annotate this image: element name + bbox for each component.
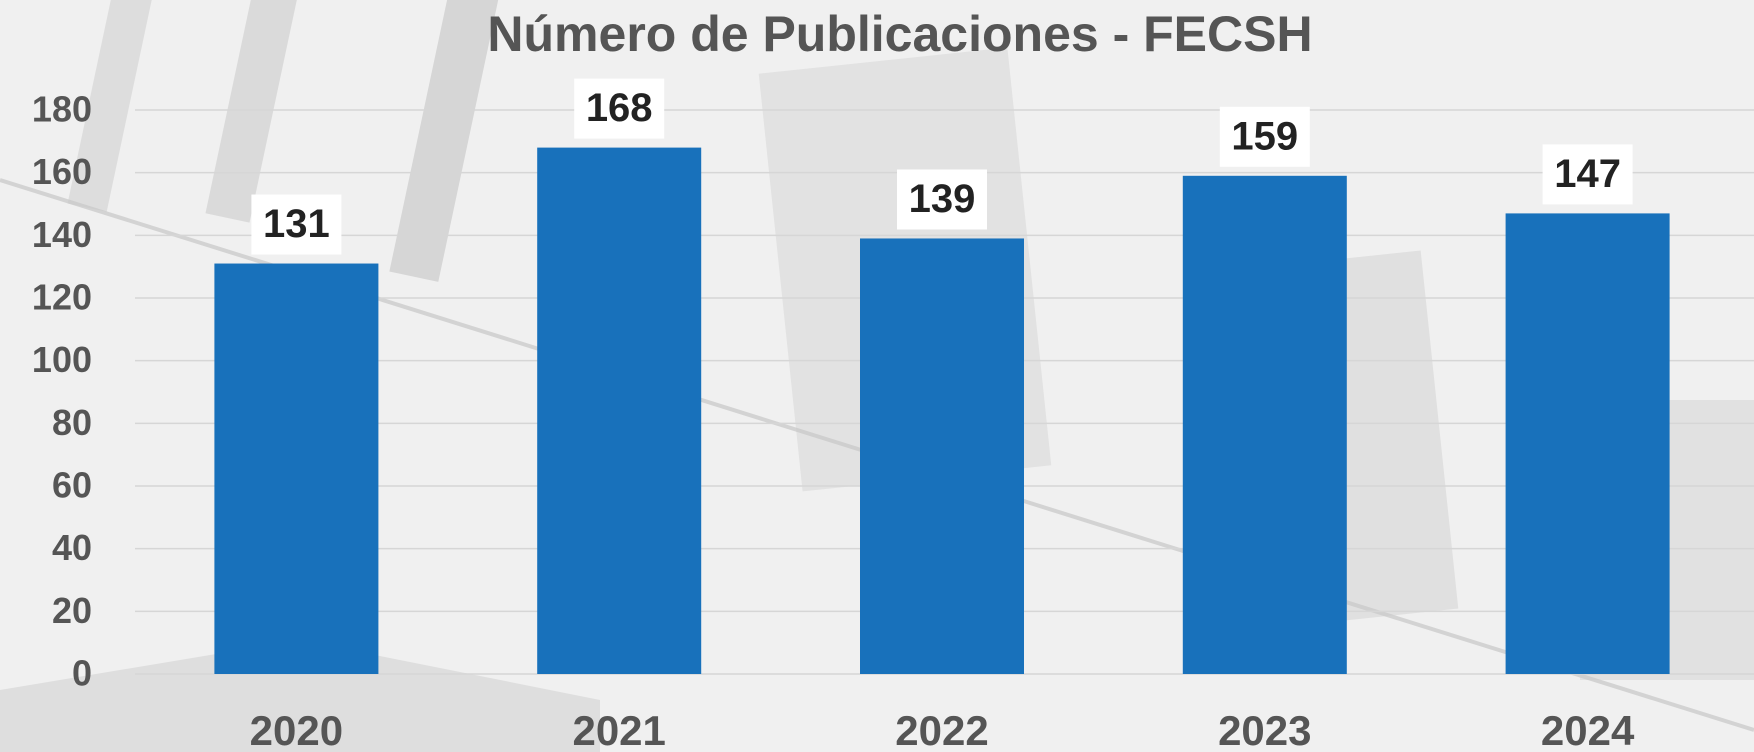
y-tick-label: 20 <box>52 590 92 631</box>
bar <box>860 238 1024 674</box>
data-label: 131 <box>263 202 330 246</box>
bar <box>537 147 702 675</box>
y-tick-label: 80 <box>52 402 92 443</box>
y-tick-label: 160 <box>32 151 92 192</box>
y-tick-label: 40 <box>52 527 92 568</box>
x-tick-label: 2021 <box>572 707 665 752</box>
x-tick-label: 2020 <box>250 707 343 752</box>
data-label-box <box>251 194 342 255</box>
y-tick-label: 120 <box>32 277 92 318</box>
y-tick-label: 100 <box>32 339 92 380</box>
x-tick-label: 2023 <box>1218 707 1311 752</box>
data-label-box <box>1219 106 1310 167</box>
bar <box>1182 175 1347 675</box>
chart-title: Número de Publicaciones - FECSH <box>487 6 1312 62</box>
data-label: 168 <box>586 86 653 130</box>
bar <box>1505 213 1670 674</box>
data-label: 147 <box>1554 152 1621 196</box>
data-label-box <box>1542 144 1633 205</box>
y-tick-label: 60 <box>52 465 92 506</box>
y-tick-label: 180 <box>32 89 92 130</box>
x-tick-label: 2022 <box>895 707 988 752</box>
x-tick-label: 2024 <box>1541 707 1635 752</box>
data-label-box <box>574 78 665 139</box>
y-tick-label: 0 <box>72 653 92 694</box>
y-tick-label: 140 <box>32 214 92 255</box>
data-label: 139 <box>909 177 976 221</box>
data-label: 159 <box>1231 114 1298 158</box>
bar <box>214 263 379 674</box>
data-label-box <box>897 169 987 230</box>
